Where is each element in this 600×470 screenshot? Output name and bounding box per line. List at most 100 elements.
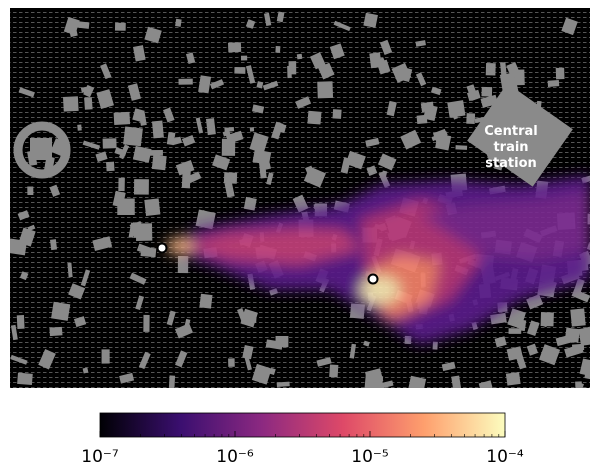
building [363, 12, 378, 28]
building [175, 350, 188, 368]
building [62, 96, 79, 112]
building [423, 104, 438, 122]
building [135, 223, 153, 241]
building [198, 75, 212, 94]
building [132, 145, 152, 163]
building [50, 239, 58, 251]
building [518, 319, 527, 332]
colorbar-tick-label: 10⁻⁶ [216, 447, 254, 467]
building [76, 21, 90, 29]
building [251, 104, 265, 114]
building [249, 132, 269, 154]
building [168, 375, 176, 388]
building [275, 46, 281, 53]
building [570, 308, 586, 327]
building [574, 382, 584, 388]
building [185, 52, 196, 64]
building [38, 349, 56, 370]
building [378, 171, 391, 188]
building [151, 154, 167, 171]
building [228, 358, 235, 367]
building [407, 375, 427, 388]
building [67, 262, 73, 278]
building [490, 312, 507, 325]
building [96, 89, 114, 110]
building [256, 81, 264, 89]
building [84, 97, 93, 110]
building [349, 343, 357, 359]
building [466, 89, 481, 102]
building [144, 26, 162, 44]
building [212, 154, 231, 171]
building [227, 42, 242, 53]
building [276, 11, 285, 23]
building [17, 210, 30, 221]
building [274, 122, 287, 134]
building [80, 86, 89, 93]
building [455, 145, 468, 150]
building [377, 153, 397, 171]
building [441, 361, 456, 372]
building [129, 272, 147, 285]
building [68, 283, 86, 300]
building [234, 66, 246, 74]
building [166, 310, 176, 326]
building [500, 62, 507, 78]
building [386, 100, 397, 117]
building [447, 100, 466, 118]
building [493, 163, 503, 171]
building [73, 316, 87, 328]
building [365, 137, 380, 147]
building [292, 194, 309, 213]
stadium-pitch [30, 138, 52, 160]
building [135, 295, 145, 311]
building [17, 372, 33, 385]
building [144, 198, 161, 216]
building [499, 72, 517, 92]
building [432, 341, 438, 350]
building [481, 86, 493, 97]
building [309, 52, 326, 70]
building [266, 172, 274, 186]
building [175, 18, 182, 27]
building [245, 65, 256, 84]
building [369, 52, 382, 69]
building [526, 320, 540, 337]
building [205, 118, 216, 136]
building [295, 96, 312, 109]
colorbar [99, 412, 506, 438]
building [345, 150, 366, 170]
building [114, 22, 126, 31]
building [51, 301, 71, 321]
building [415, 72, 427, 87]
building [505, 371, 521, 386]
building [258, 160, 267, 179]
building [10, 324, 18, 341]
building [10, 238, 28, 256]
building [18, 87, 35, 98]
building [16, 315, 25, 329]
building [240, 55, 248, 61]
building [83, 84, 95, 98]
building [140, 247, 157, 258]
building [224, 181, 235, 198]
building [77, 124, 82, 131]
building [106, 161, 115, 172]
building [564, 344, 584, 358]
building [379, 380, 394, 388]
map [10, 8, 590, 388]
building [265, 339, 283, 350]
building [245, 19, 256, 29]
building [138, 351, 151, 370]
building [251, 363, 272, 385]
building [243, 352, 252, 371]
building [287, 65, 292, 79]
building [307, 110, 322, 125]
building [561, 17, 578, 36]
building [227, 148, 233, 155]
building [276, 381, 290, 387]
building [63, 16, 80, 36]
building [118, 177, 125, 192]
building [318, 62, 335, 80]
building [526, 294, 544, 310]
